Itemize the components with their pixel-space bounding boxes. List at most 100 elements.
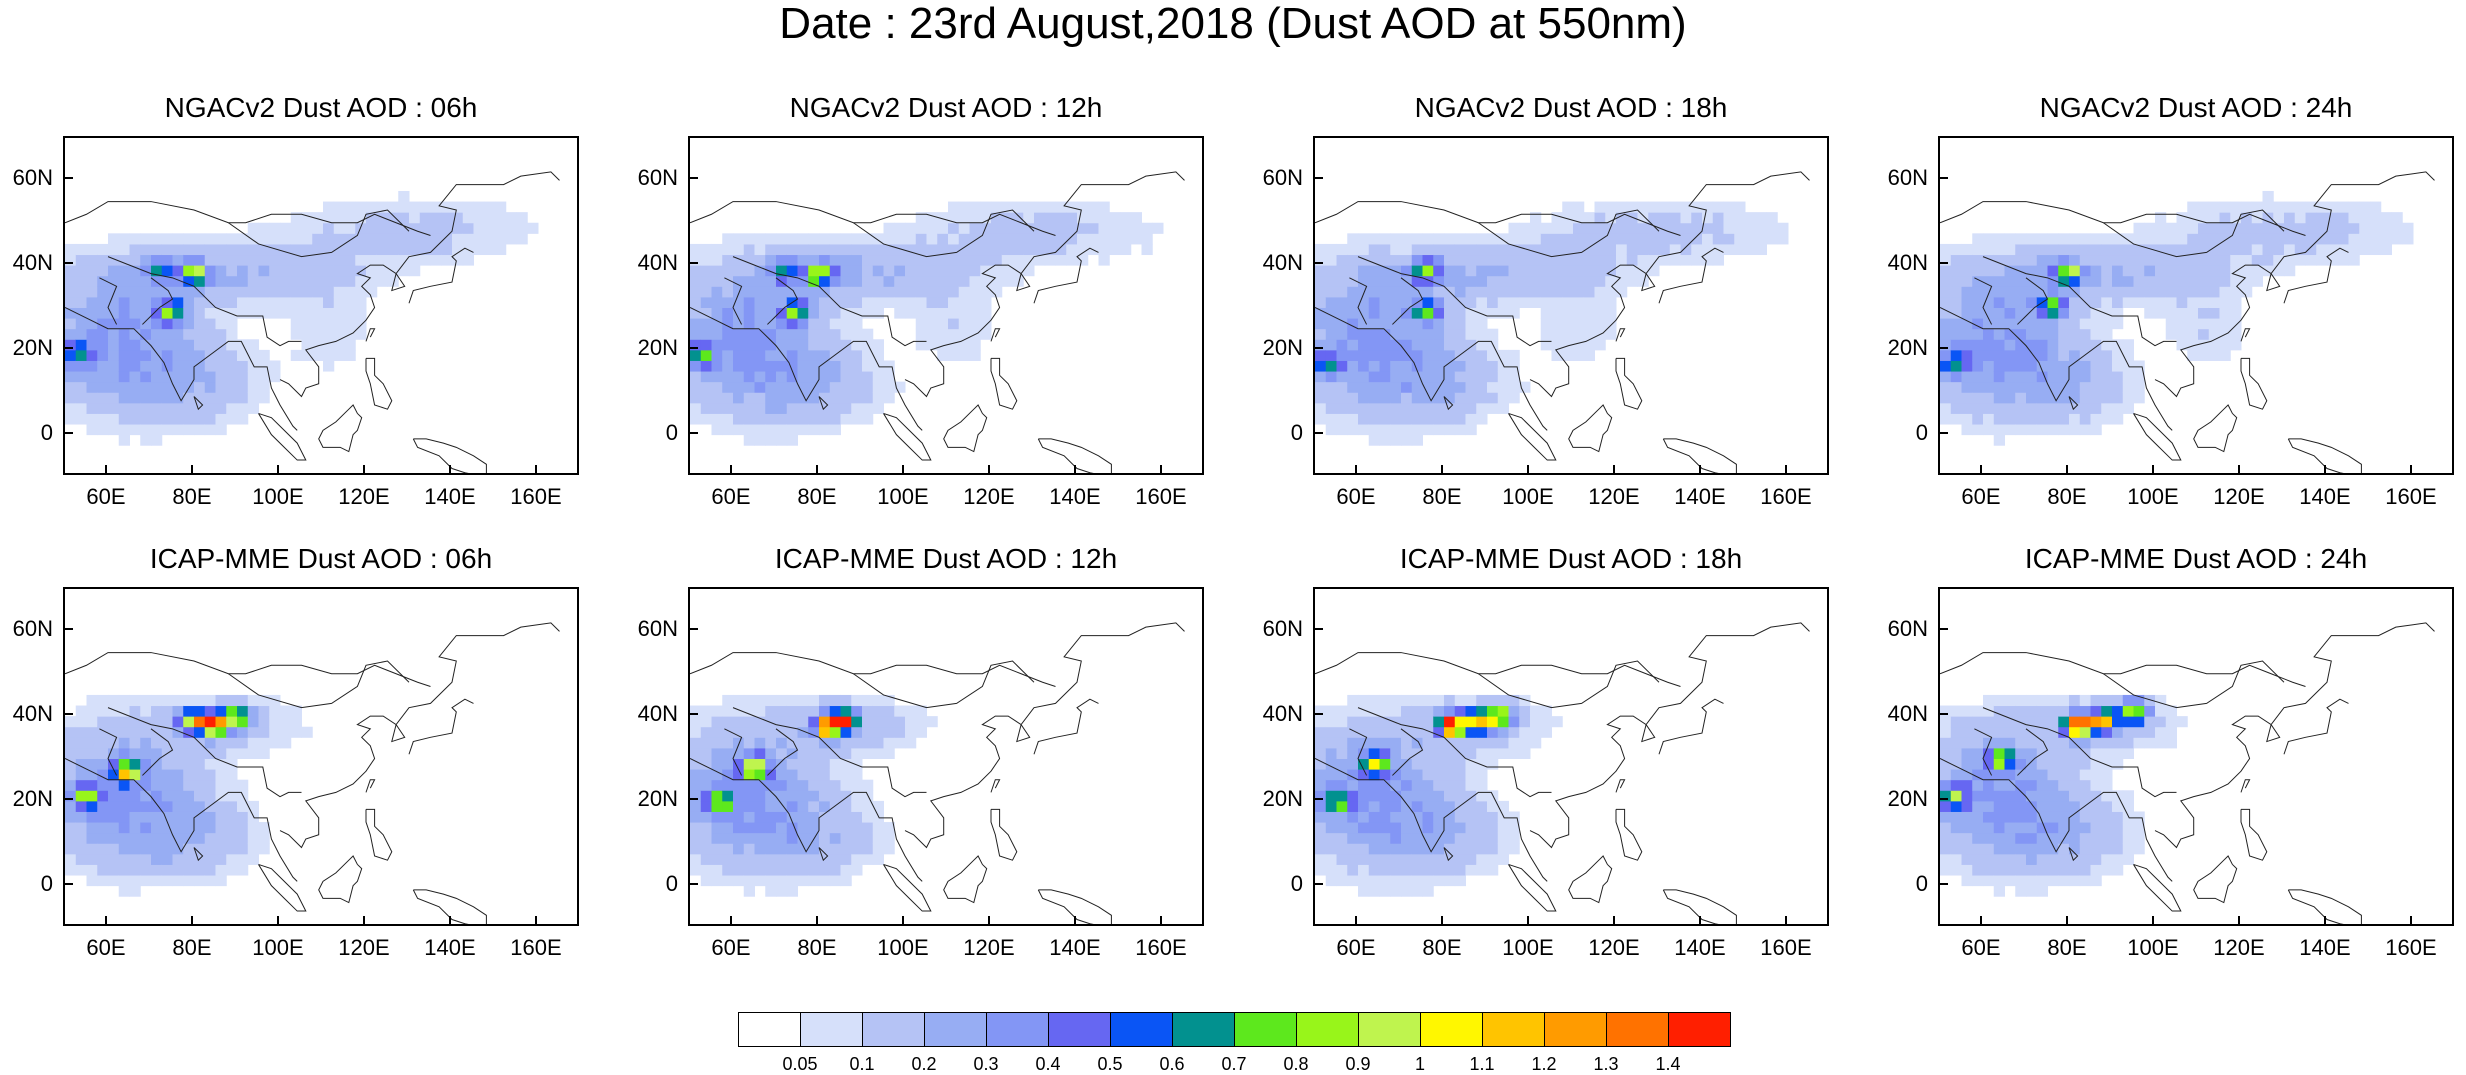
aod-cell	[915, 286, 927, 298]
aod-cell	[1444, 747, 1456, 759]
aod-cell	[1950, 328, 1962, 340]
aod-cell	[97, 296, 109, 308]
aod-cell	[140, 716, 152, 728]
aod-cell	[2133, 296, 2145, 308]
aod-cell	[2090, 265, 2102, 277]
aod-cell	[797, 402, 809, 414]
aod-cell	[2015, 233, 2027, 245]
aod-cell	[247, 800, 259, 812]
aod-cell	[743, 832, 755, 844]
aod-cell	[215, 349, 227, 361]
lon-tick-label: 160E	[510, 935, 562, 960]
aod-cell	[2036, 371, 2048, 383]
colorbar-label: 0.2	[911, 1054, 937, 1074]
aod-cell	[1358, 843, 1370, 855]
aod-cell	[398, 190, 410, 203]
aod-cell	[2251, 265, 2263, 277]
aod-cell	[269, 265, 281, 277]
aod-cell	[118, 307, 130, 319]
aod-cell	[1336, 392, 1348, 404]
aod-cell	[1347, 360, 1359, 372]
aod-cell	[1940, 371, 1952, 383]
aod-cell	[1379, 726, 1391, 738]
aod-cell	[2359, 222, 2371, 234]
aod-cell	[937, 349, 949, 361]
aod-cell	[1454, 875, 1466, 887]
aod-cell	[2101, 254, 2113, 266]
aod-cell	[312, 328, 324, 340]
aod-cell	[969, 349, 981, 361]
aod-cell	[247, 286, 259, 298]
aod-cell	[280, 286, 292, 298]
aod-cell	[312, 265, 324, 277]
aod-cell	[237, 307, 249, 319]
aod-cell	[2305, 201, 2317, 213]
aod-cell	[2015, 254, 2027, 266]
aod-cell	[2198, 318, 2210, 330]
lon-tick-mark	[1980, 916, 1982, 926]
aod-cell	[151, 243, 163, 256]
aod-cell	[172, 286, 184, 298]
aod-cell	[1508, 705, 1520, 717]
aod-cell	[247, 843, 259, 855]
aod-cell	[1325, 832, 1337, 844]
aod-cell	[1993, 424, 2005, 436]
coastline	[690, 758, 923, 882]
aod-cell	[1755, 243, 1767, 256]
aod-cell	[2176, 212, 2188, 224]
aod-cell	[2348, 212, 2360, 224]
aod-cell	[2090, 243, 2102, 256]
aod-cell	[151, 875, 163, 887]
aod-cell	[1444, 779, 1456, 791]
aod-cell	[172, 747, 184, 759]
aod-cell	[1390, 243, 1402, 256]
aod-cell	[226, 864, 238, 876]
aod-cell	[366, 286, 378, 298]
aod-cell	[1950, 716, 1962, 728]
aod-cell	[1411, 402, 1423, 414]
aod-cell	[754, 402, 766, 414]
aod-cell	[2284, 233, 2296, 245]
aod-cell	[2198, 286, 2210, 298]
aod-cell	[1315, 254, 1327, 266]
coastline	[853, 660, 1035, 709]
aod-cell	[786, 243, 798, 256]
aod-cell	[851, 381, 863, 393]
aod-cell	[1401, 875, 1413, 887]
aod-cell	[2004, 864, 2016, 876]
aod-cell	[2112, 413, 2124, 425]
lat-tick-mark	[63, 177, 73, 180]
aod-cell	[129, 318, 141, 330]
aod-cell	[2391, 212, 2403, 224]
aod-cell	[1347, 381, 1359, 393]
aod-cell	[819, 424, 831, 436]
aod-cell	[1325, 843, 1337, 855]
aod-cell	[797, 349, 809, 361]
aod-cell	[1950, 392, 1962, 404]
lon-tick-label: 80E	[797, 484, 837, 509]
aod-cell	[86, 371, 98, 383]
aod-cell	[776, 328, 788, 340]
aod-cell	[1983, 233, 1995, 245]
aod-cell	[247, 371, 259, 383]
aod-cell	[118, 853, 130, 865]
aod-cell	[194, 307, 206, 319]
aod-cell	[204, 371, 216, 383]
aod-cell	[1573, 328, 1585, 340]
lon-tick-mark	[1160, 465, 1162, 475]
aod-cell	[1390, 424, 1402, 436]
aod-cell	[1390, 726, 1402, 738]
aod-cell	[65, 843, 77, 855]
aod-cell	[1551, 318, 1563, 330]
aod-cell	[786, 800, 798, 812]
aod-cell	[722, 402, 734, 414]
coastline	[2017, 277, 2049, 325]
aod-cell	[1616, 201, 1628, 213]
aod-cell	[1454, 694, 1466, 707]
aod-cell	[1347, 853, 1359, 865]
aod-cell	[1648, 222, 1660, 234]
aod-cell	[97, 832, 109, 844]
aod-cell	[172, 233, 184, 245]
aod-cell	[140, 233, 152, 245]
aod-cell	[1001, 275, 1013, 287]
